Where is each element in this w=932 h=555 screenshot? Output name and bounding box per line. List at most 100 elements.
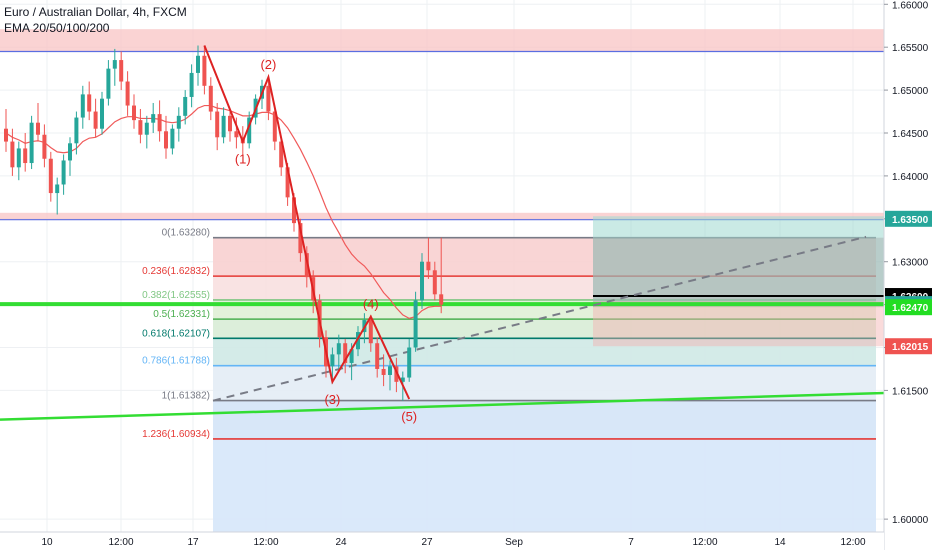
elliott-waves: (1) (2) (3) (4) (5) (203, 45, 417, 424)
candle-body (125, 81, 130, 106)
candle-body (420, 261, 424, 301)
x-tick-label: 12:00 (840, 537, 865, 548)
candle-body (132, 105, 136, 121)
candle-body (196, 55, 200, 73)
candle-body (215, 111, 220, 138)
candle-body (356, 332, 360, 350)
candle-body (336, 343, 341, 355)
candle-body (29, 122, 34, 164)
candle-body (176, 115, 181, 129)
candle-body (292, 197, 296, 224)
candle-body (228, 115, 232, 132)
candle-body (381, 368, 386, 375)
candle-body (87, 94, 92, 112)
x-tick-label: 12:00 (692, 537, 717, 548)
price-label-bg (885, 299, 932, 316)
y-tick-label: 1.65000 (892, 86, 929, 97)
candle-body (112, 60, 117, 69)
candle-body (68, 143, 72, 161)
price-label-bg (885, 338, 932, 355)
candle-body (138, 120, 143, 135)
dashed-trendline (212, 235, 867, 402)
candle-body (304, 253, 309, 278)
x-tick-label: 10 (41, 537, 53, 548)
x-tick-label: 7 (628, 537, 634, 548)
candle-body (151, 114, 156, 123)
candle-body (144, 122, 149, 135)
candle-body (234, 131, 239, 138)
candle-body (164, 131, 168, 149)
y-tick-label: 1.66000 (892, 0, 929, 11)
candle-body (189, 72, 194, 97)
x-tick-label: 27 (421, 537, 433, 548)
candle-body (202, 55, 207, 86)
fib-band (213, 365, 876, 401)
price-label: 1.62470 (892, 303, 929, 314)
x-tick-label: 12:00 (253, 537, 278, 548)
candle-body (279, 141, 284, 168)
candle-body (285, 167, 290, 198)
candle-body (375, 343, 380, 369)
chart-legend: Euro / Australian Dollar, 4h, FXCM EMA 2… (4, 4, 187, 36)
fib-level-label: 0.618(1.62107) (142, 328, 210, 339)
wave-path (203, 45, 411, 400)
candle-body (368, 320, 373, 344)
candle-body (74, 117, 79, 144)
wave-label: (3) (324, 392, 340, 407)
wave-label: (4) (363, 297, 379, 312)
candle-body (439, 294, 444, 305)
y-tick-label: 1.65500 (892, 43, 929, 54)
x-tick-label: 14 (774, 537, 786, 548)
y-tick-label: 1.64000 (892, 172, 929, 183)
zone-0 (0, 29, 884, 52)
fib-level-label: 0(1.63280) (162, 228, 210, 239)
candle-body (80, 94, 85, 118)
candle-body (208, 85, 213, 112)
fib-level-label: 0.382(1.62555) (142, 290, 210, 301)
candle-body (16, 148, 21, 168)
x-tick-label: 12:00 (108, 537, 133, 548)
wave-label: (2) (260, 57, 276, 72)
price-label-bg (885, 210, 932, 227)
candle-body (170, 128, 175, 149)
time-axis-bg (0, 532, 884, 550)
y-tick-label: 1.64500 (892, 129, 929, 140)
candle-body (23, 148, 28, 164)
x-tick-label: 24 (335, 537, 347, 548)
candle-body (48, 158, 53, 194)
candle-body (432, 270, 437, 295)
candle-body (106, 68, 111, 99)
resistance-zones (0, 29, 884, 221)
fib-level-label: 1.236(1.60934) (142, 429, 210, 440)
candle-body (330, 354, 335, 367)
candle-body (119, 60, 124, 82)
candle-body (36, 122, 40, 135)
fib-band (213, 400, 876, 532)
candle-body (42, 134, 47, 159)
candle-body (407, 347, 412, 378)
candle-body (61, 160, 66, 185)
zone-1 (0, 212, 884, 220)
candle-body (394, 366, 399, 382)
fib-level-label: 0.236(1.62832) (142, 266, 210, 277)
y-tick-label: 1.61500 (892, 386, 929, 397)
position-box (593, 216, 884, 347)
position-target (593, 216, 884, 302)
fib-level-label: 0.786(1.61788) (142, 356, 210, 367)
candle-body (388, 366, 392, 375)
price-label: 1.63500 (892, 215, 929, 226)
candle-body (4, 128, 8, 142)
time-axis: 10 12:00 17 12:00 24 27 Sep 7 12:00 14 12:00 (0, 531, 884, 550)
price-label: 1.62015 (892, 342, 929, 353)
candle-body (343, 343, 348, 363)
candle-body (426, 261, 431, 271)
candle-body (157, 114, 162, 132)
green-trendline (0, 391, 885, 421)
price-axis-bg (884, 0, 932, 550)
candle-body (247, 117, 252, 144)
wave-label: (5) (401, 409, 417, 424)
indicator-title: EMA 20/50/100/200 (4, 21, 110, 35)
fib-level-label: 0.5(1.62331) (153, 309, 210, 320)
